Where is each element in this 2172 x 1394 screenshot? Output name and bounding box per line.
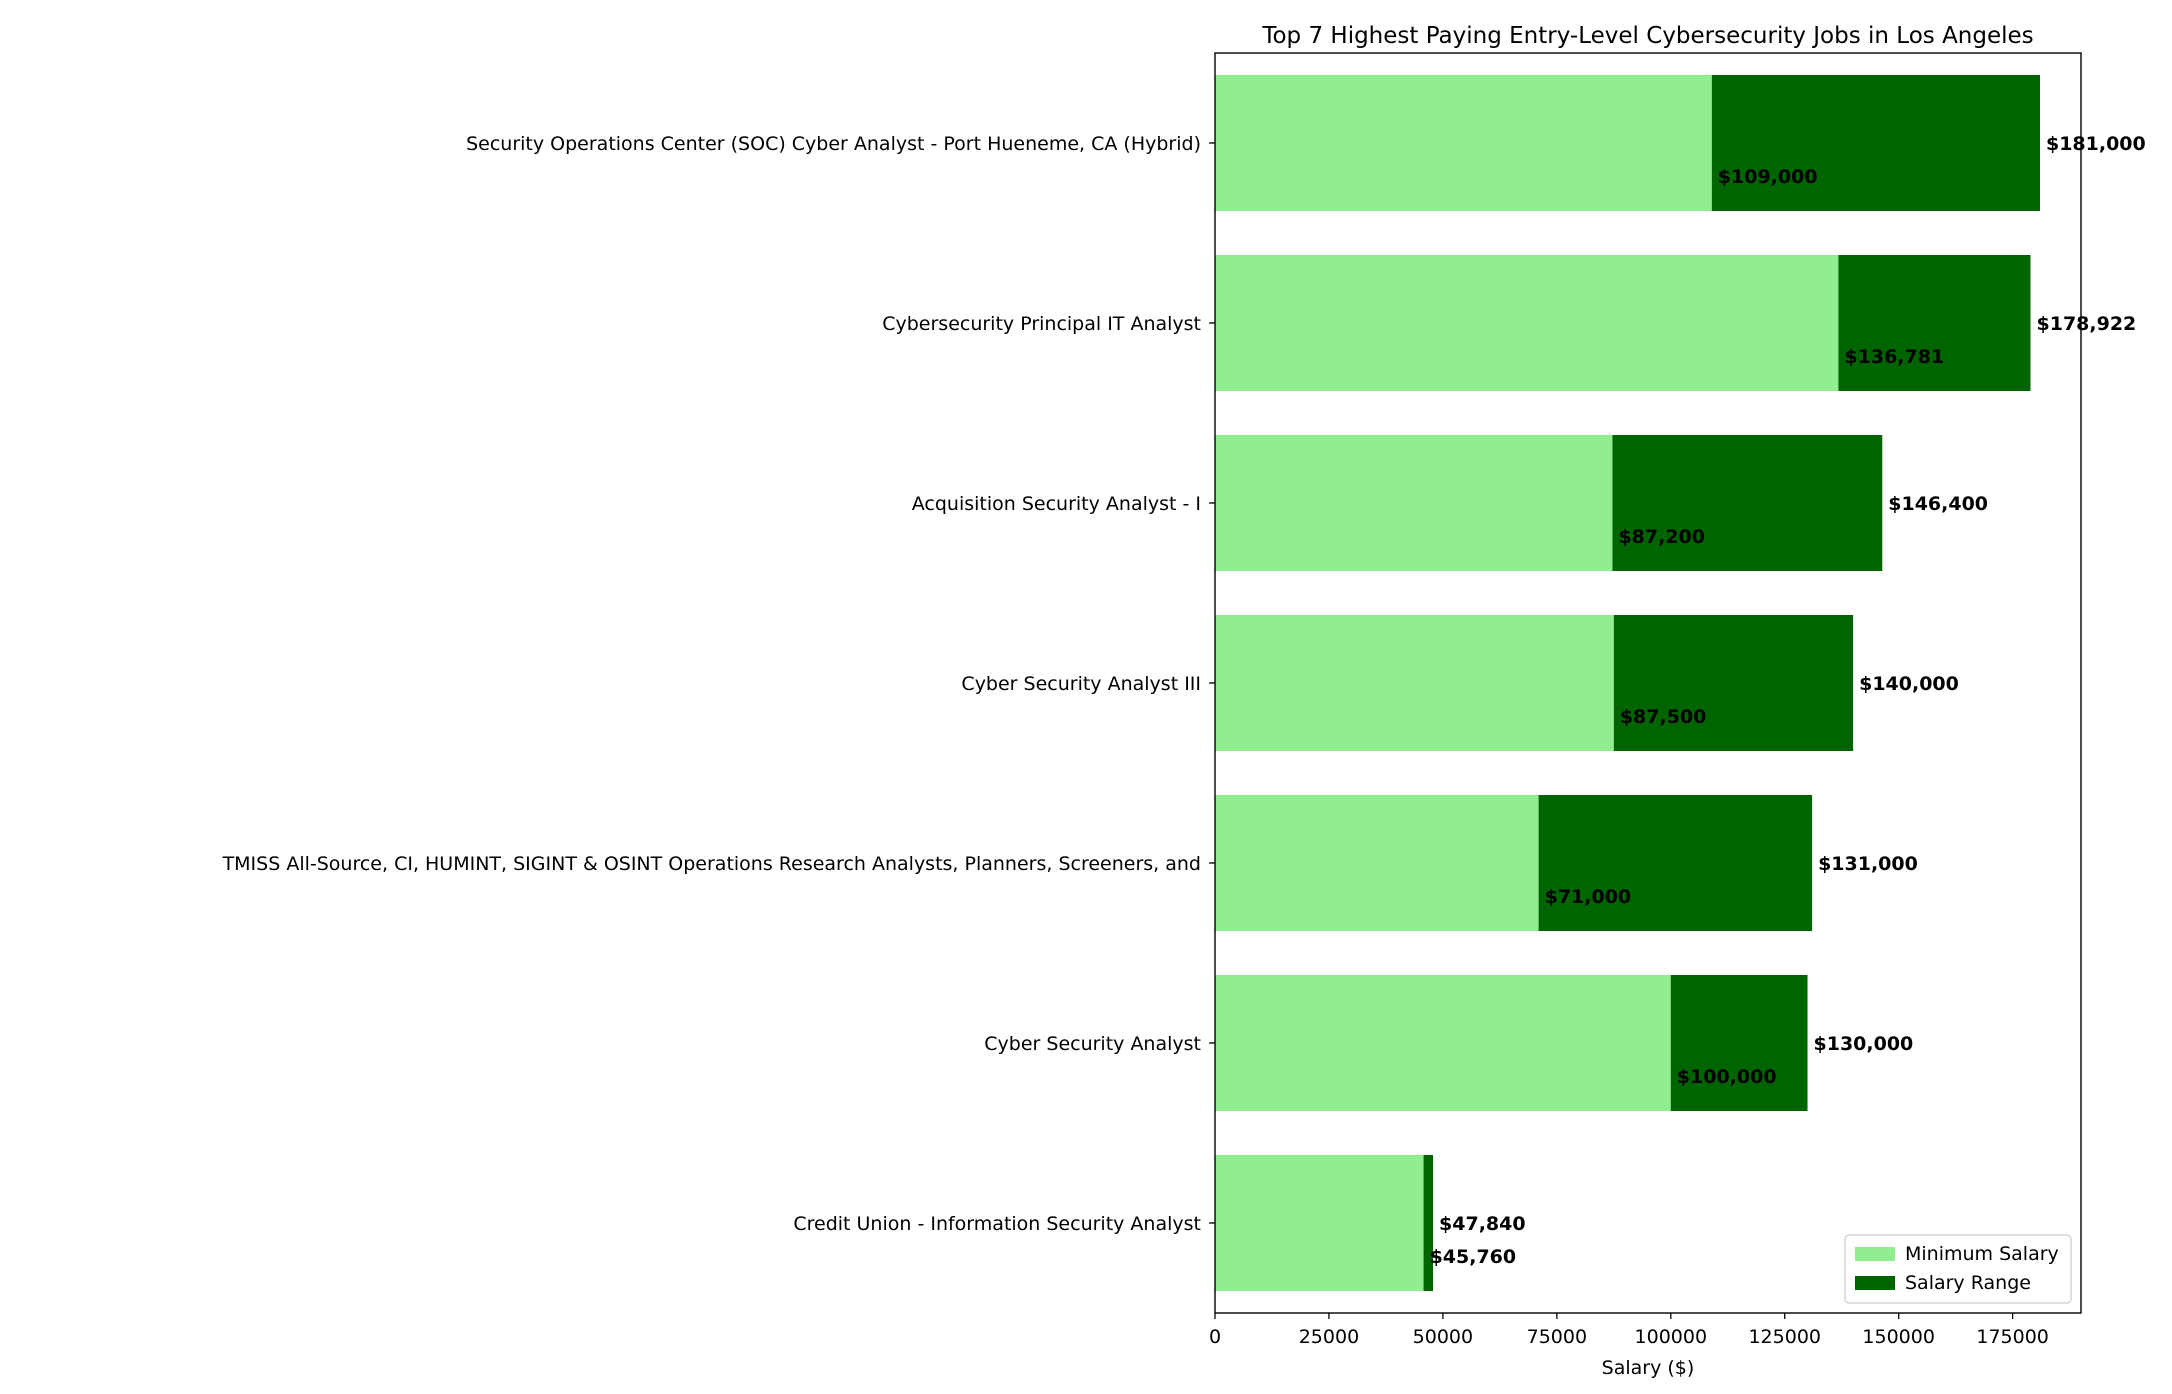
labels-layer: $181,000 $109,000 $178,922 $136,781 $146,400… (1430, 133, 2146, 1268)
legend-box (1844, 1234, 2072, 1304)
bar-salary-range (1613, 615, 1854, 751)
bar-salary-range (1612, 435, 1883, 571)
min-salary-label: $87,500 (1620, 706, 1707, 728)
x-tick-label: 0 (1209, 1326, 1221, 1348)
max-salary-label: $140,000 (1859, 673, 1959, 695)
bar-salary-range (1423, 1155, 1434, 1291)
x-tick-label: 100000 (1635, 1326, 1708, 1348)
category-label: Cybersecurity Principal IT Analyst (882, 313, 1201, 335)
min-salary-label: $71,000 (1545, 886, 1632, 908)
category-label: Security Operations Center (SOC) Cyber A… (466, 133, 1201, 155)
bar-minimum-salary (1215, 795, 1539, 931)
category-label: Credit Union - Information Security Anal… (793, 1213, 1201, 1235)
min-salary-label: $87,200 (1618, 526, 1705, 548)
bar-salary-range (1670, 975, 1808, 1111)
bar-minimum-salary (1215, 435, 1613, 571)
bars-layer (1215, 75, 2040, 1291)
x-tick-label: 75000 (1527, 1326, 1587, 1348)
chart-legend: Minimum Salary Salary Range (1844, 1234, 2072, 1304)
category-label: Cyber Security Analyst III (961, 673, 1201, 695)
chart-title: Top 7 Highest Paying Entry-Level Cyberse… (1261, 23, 2033, 49)
bar-salary-range (1711, 75, 2040, 211)
legend-swatch (1855, 1276, 1895, 1290)
min-salary-label: $109,000 (1718, 166, 1818, 188)
bar-minimum-salary (1215, 615, 1614, 751)
max-salary-label: $47,840 (1439, 1213, 1526, 1235)
min-salary-label: $100,000 (1677, 1066, 1777, 1088)
x-axis-title: Salary ($) (1602, 1357, 1695, 1379)
min-salary-label: $136,781 (1844, 346, 1944, 368)
legend-label: Salary Range (1905, 1272, 2031, 1294)
max-salary-label: $131,000 (1818, 853, 1918, 875)
category-label: Acquisition Security Analyst - I (912, 493, 1201, 515)
bar-minimum-salary (1215, 255, 1839, 391)
bar-salary-range (1838, 255, 2031, 391)
x-tick-label: 125000 (1748, 1326, 1821, 1348)
category-label: Cyber Security Analyst (984, 1033, 1201, 1055)
legend-swatch (1855, 1247, 1895, 1261)
x-tick-label: 50000 (1413, 1326, 1473, 1348)
bar-minimum-salary (1215, 975, 1671, 1111)
category-label: TMISS All-Source, CI, HUMINT, SIGINT & O… (222, 853, 1201, 875)
x-tick-label: 175000 (1976, 1326, 2049, 1348)
bar-minimum-salary (1215, 1155, 1424, 1291)
max-salary-label: $181,000 (2046, 133, 2146, 155)
plot-frame (1214, 52, 2082, 1314)
bar-minimum-salary (1215, 75, 1712, 211)
max-salary-label: $146,400 (1888, 493, 1988, 515)
max-salary-label: $130,000 (1814, 1033, 1914, 1055)
x-tick-label: 150000 (1862, 1326, 1935, 1348)
max-salary-label: $178,922 (2037, 313, 2137, 335)
x-tick-label: 25000 (1299, 1326, 1359, 1348)
min-salary-label: $45,760 (1430, 1246, 1517, 1268)
bar-salary-range (1538, 795, 1813, 931)
legend-label: Minimum Salary (1905, 1243, 2059, 1265)
axes-layer: Security Operations Center (SOC) Cyber A… (222, 52, 2082, 1348)
